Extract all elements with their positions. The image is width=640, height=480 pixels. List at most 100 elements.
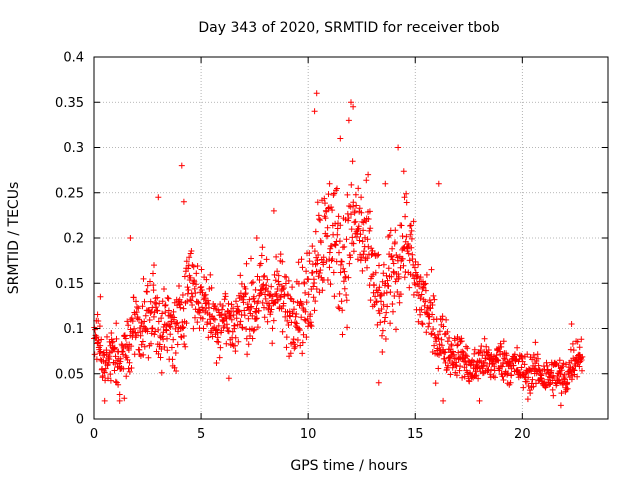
- data-point: [156, 300, 163, 307]
- data-point: [205, 297, 211, 304]
- data-point: [127, 235, 134, 241]
- data-point: [273, 253, 280, 260]
- data-point: [312, 228, 319, 235]
- data-point: [263, 282, 270, 289]
- data-point: [107, 371, 114, 378]
- data-point: [97, 348, 104, 355]
- data-point: [362, 234, 368, 241]
- data-point: [190, 325, 197, 332]
- x-tick-label: 10: [300, 427, 317, 442]
- data-point: [360, 251, 367, 258]
- data-point: [178, 299, 185, 306]
- data-point: [259, 244, 266, 251]
- data-point: [508, 372, 515, 379]
- data-point: [104, 333, 110, 340]
- data-point: [574, 373, 581, 380]
- data-point: [165, 295, 172, 302]
- data-point: [340, 278, 347, 285]
- data-point: [233, 298, 239, 305]
- data-point: [355, 185, 362, 192]
- data-point: [187, 274, 194, 281]
- data-point: [147, 310, 154, 316]
- data-point: [430, 326, 437, 332]
- data-point: [223, 340, 230, 347]
- data-point: [461, 373, 468, 380]
- data-point: [95, 318, 102, 324]
- data-point: [287, 350, 294, 357]
- data-point: [484, 367, 491, 374]
- data-point: [311, 280, 318, 286]
- data-point: [382, 336, 389, 342]
- data-point: [392, 278, 399, 285]
- data-point: [172, 350, 179, 356]
- data-point: [364, 255, 371, 262]
- data-point: [529, 376, 536, 383]
- data-point: [302, 289, 309, 296]
- data-point: [388, 273, 395, 280]
- data-point: [532, 339, 539, 346]
- data-point: [368, 245, 375, 252]
- data-point: [275, 272, 282, 279]
- data-point: [569, 340, 576, 347]
- data-point: [466, 378, 473, 385]
- data-point: [139, 338, 146, 345]
- data-point: [490, 360, 496, 367]
- data-point: [167, 331, 174, 338]
- data-point: [265, 288, 271, 295]
- data-point: [295, 280, 302, 287]
- data-point: [208, 284, 215, 291]
- data-point: [337, 269, 344, 276]
- data-point: [111, 344, 118, 351]
- data-point: [222, 311, 228, 317]
- data-point: [428, 266, 435, 273]
- data-point: [108, 330, 115, 336]
- data-point: [193, 270, 200, 277]
- data-point: [212, 303, 219, 309]
- data-point: [346, 260, 353, 267]
- data-point: [398, 222, 405, 229]
- data-point: [151, 299, 158, 306]
- data-point: [323, 208, 330, 215]
- data-point: [166, 323, 173, 330]
- data-point: [429, 311, 436, 318]
- data-point: [324, 224, 331, 231]
- data-point: [334, 231, 341, 238]
- data-point: [249, 312, 256, 319]
- data-point: [255, 298, 262, 305]
- data-point: [407, 231, 414, 238]
- data-point: [322, 200, 328, 207]
- data-point: [173, 320, 180, 327]
- data-point: [579, 367, 585, 374]
- data-point: [336, 290, 343, 297]
- data-point: [290, 298, 297, 305]
- data-point: [445, 362, 452, 369]
- data-point: [511, 351, 518, 358]
- data-point: [337, 135, 344, 142]
- data-point: [390, 308, 396, 315]
- data-point: [233, 315, 240, 322]
- data-point: [444, 328, 451, 335]
- data-point: [200, 296, 207, 303]
- data-point: [412, 281, 419, 288]
- data-point: [571, 367, 578, 374]
- data-point: [548, 367, 555, 374]
- data-point: [149, 325, 156, 332]
- data-point: [422, 287, 429, 294]
- data-point: [296, 327, 303, 334]
- data-point: [447, 371, 454, 378]
- data-point: [310, 294, 317, 301]
- data-point: [230, 312, 237, 318]
- data-point: [183, 320, 190, 327]
- data-point: [243, 335, 250, 342]
- data-point: [400, 168, 407, 175]
- data-point: [345, 117, 352, 124]
- data-point: [547, 380, 554, 387]
- data-point: [375, 287, 382, 294]
- data-point: [345, 215, 352, 221]
- data-point: [441, 355, 448, 362]
- data-point: [440, 397, 447, 404]
- data-point: [443, 316, 450, 323]
- data-point: [556, 357, 563, 364]
- data-point: [350, 199, 357, 206]
- data-point: [163, 327, 170, 334]
